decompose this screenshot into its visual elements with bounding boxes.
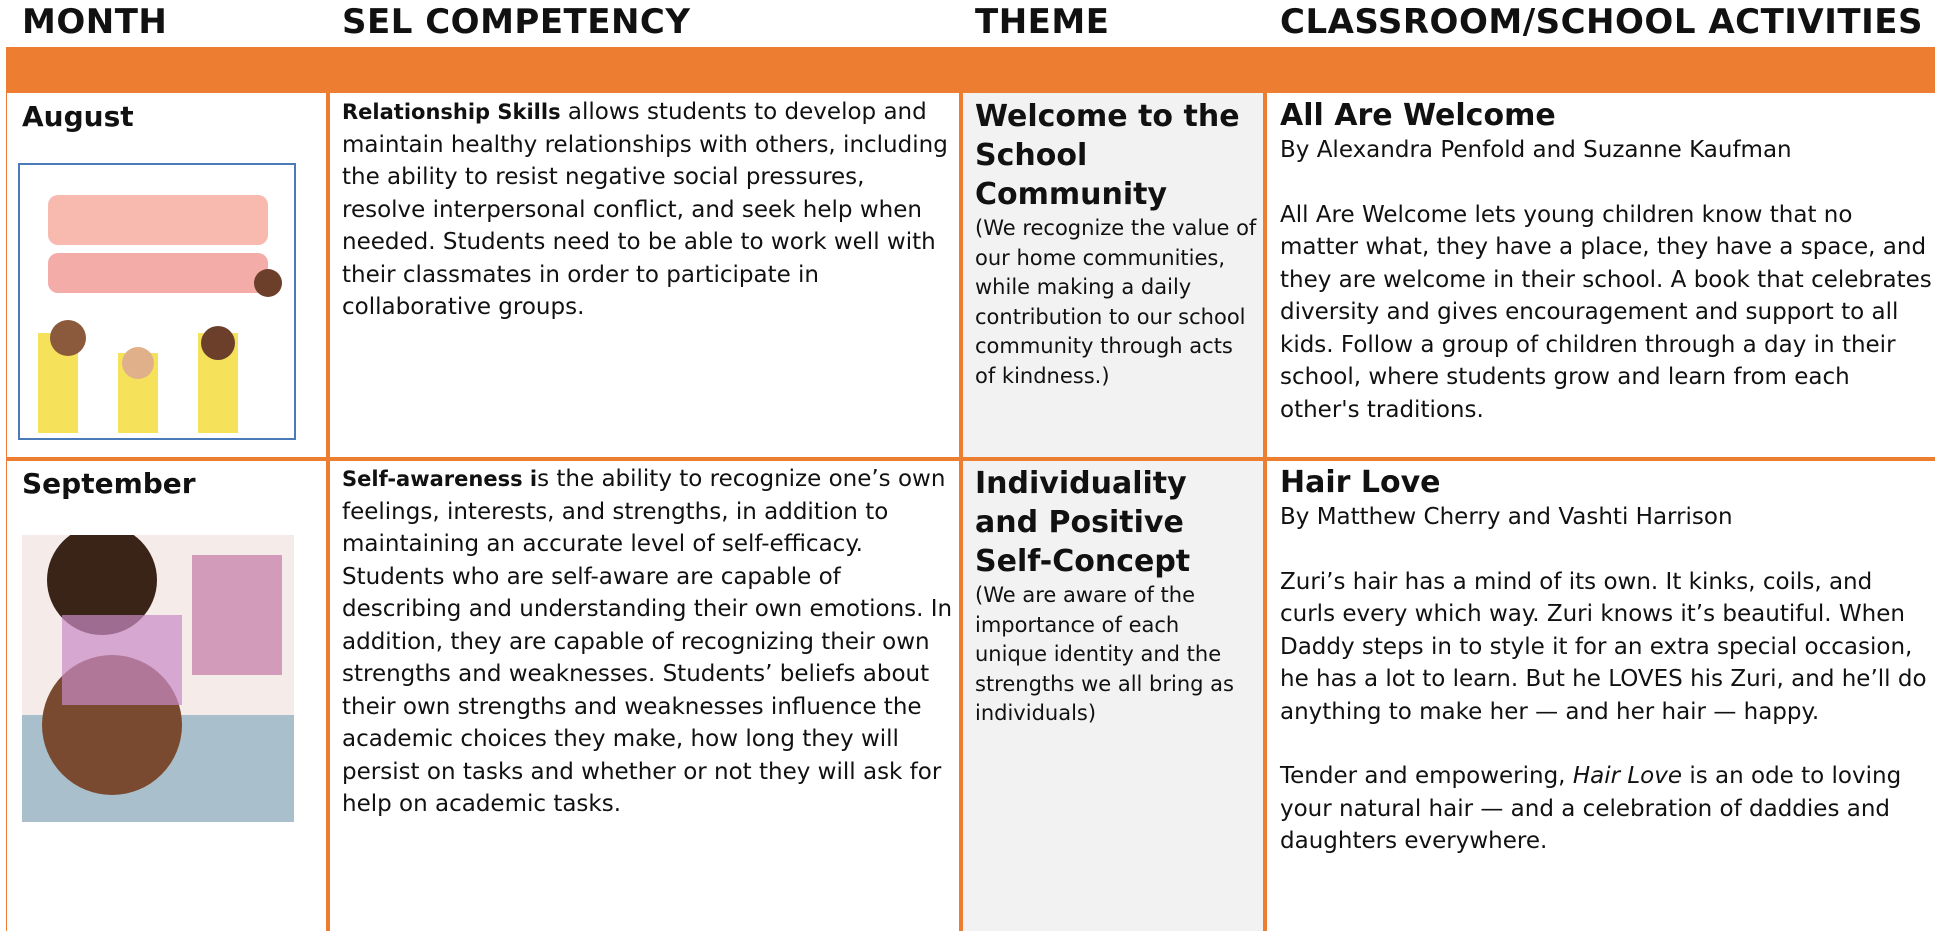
month: September — [22, 467, 196, 500]
month: August — [22, 100, 134, 133]
border — [1263, 93, 1267, 931]
competency-text: allows students to develop and maintain … — [342, 99, 948, 320]
paragraph-text: is an ode to loving your natural hair — … — [1280, 763, 1902, 854]
column-header: SEL COMPETENCY — [342, 2, 691, 42]
book-authors: By Alexandra Penfold and Suzanne Kaufman — [1280, 137, 1792, 163]
paragraph-text: All Are Welcome lets young children know… — [1280, 201, 1932, 423]
paragraph: All Are Welcome lets young children know… — [1280, 199, 1932, 427]
border — [326, 93, 330, 931]
competency: Self-awareness is the ability to recogni… — [342, 463, 954, 821]
paragraph: Zuri’s hair has a mind of its own. It ki… — [1280, 566, 1932, 729]
theme-desc: (We recognize the value of our home comm… — [975, 216, 1257, 388]
competency-term: Self-awareness i — [342, 467, 538, 491]
paragraph-text: Tender and empowering, — [1280, 763, 1573, 789]
paragraph-text: Zuri’s hair has a mind of its own. It ki… — [1280, 568, 1927, 725]
book-title: All Are Welcome — [1280, 98, 1556, 133]
book-title: Hair Love — [1280, 465, 1441, 500]
theme: Welcome to the School Community (We recog… — [975, 97, 1257, 391]
book-authors: By Matthew Cherry and Vashti Harrison — [1280, 504, 1733, 530]
competency: Relationship Skills allows students to d… — [342, 96, 954, 324]
column-header: CLASSROOM/SCHOOL ACTIVITIES — [1280, 2, 1923, 42]
border — [6, 93, 7, 931]
theme-title: Individuality and Positive Self-Concept — [975, 466, 1191, 579]
activities: Hair Love By Matthew Cherry and Vashti Ha… — [1280, 464, 1932, 890]
theme-desc: (We are aware of the importance of each … — [975, 583, 1234, 725]
paragraph: Tender and empowering, Hair Love is an o… — [1280, 760, 1932, 858]
theme-title: Welcome to the School Community — [975, 99, 1240, 212]
book-cover — [22, 535, 294, 822]
book-cover — [18, 163, 296, 440]
header-band — [6, 47, 1935, 93]
border — [959, 93, 963, 931]
theme-column-bg — [963, 93, 1265, 931]
border — [6, 457, 1935, 461]
theme: Individuality and Positive Self-Concept(… — [975, 464, 1257, 729]
column-header: MONTH — [22, 2, 168, 42]
paragraph-text: Hair Love — [1572, 763, 1683, 789]
competency-text: s the ability to recognize one’s own fee… — [342, 466, 953, 817]
column-header: THEME — [975, 2, 1110, 42]
activities: All Are Welcome By Alexandra Penfold and … — [1280, 97, 1932, 458]
competency-term: Relationship Skills — [342, 100, 561, 124]
